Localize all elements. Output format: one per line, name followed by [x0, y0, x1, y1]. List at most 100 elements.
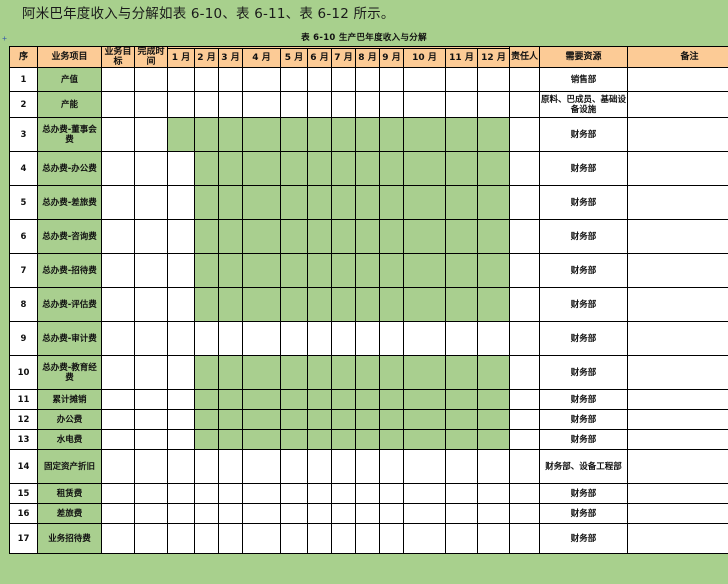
cell-resource[interactable]: 财务部	[539, 429, 628, 450]
cell-owner[interactable]	[509, 185, 540, 220]
cell-month-12[interactable]	[477, 185, 510, 220]
cell-month-2[interactable]	[194, 321, 219, 356]
cell-done-time[interactable]	[134, 409, 168, 430]
cell-month-8[interactable]	[355, 253, 380, 288]
cell-note[interactable]	[627, 483, 728, 504]
cell-month-8[interactable]	[355, 449, 380, 484]
cell-project[interactable]: 办公费	[37, 409, 102, 430]
cell-month-3[interactable]	[218, 287, 243, 322]
cell-goal[interactable]	[101, 287, 135, 322]
cell-month-9[interactable]	[379, 355, 404, 390]
cell-month-8[interactable]	[355, 117, 380, 152]
cell-goal[interactable]	[101, 389, 135, 410]
cell-month-11[interactable]	[445, 449, 478, 484]
cell-month-4[interactable]	[242, 91, 281, 118]
cell-month-5[interactable]	[280, 219, 308, 254]
cell-month-10[interactable]	[403, 503, 446, 524]
cell-month-7[interactable]	[331, 409, 356, 430]
cell-month-9[interactable]	[379, 523, 404, 554]
cell-owner[interactable]	[509, 67, 540, 92]
cell-month-11[interactable]	[445, 321, 478, 356]
cell-month-4[interactable]	[242, 483, 281, 504]
cell-month-12[interactable]	[477, 287, 510, 322]
cell-note[interactable]	[627, 219, 728, 254]
cell-resource[interactable]: 财务部、设备工程部	[539, 449, 628, 484]
cell-resource[interactable]: 财务部	[539, 287, 628, 322]
cell-project[interactable]: 总办费-办公费	[37, 151, 102, 186]
cell-month-11[interactable]	[445, 253, 478, 288]
cell-month-7[interactable]	[331, 91, 356, 118]
cell-done-time[interactable]	[134, 117, 168, 152]
cell-month-12[interactable]	[477, 117, 510, 152]
cell-month-11[interactable]	[445, 409, 478, 430]
cell-month-9[interactable]	[379, 253, 404, 288]
cell-note[interactable]	[627, 355, 728, 390]
cell-month-6[interactable]	[307, 503, 332, 524]
cell-project[interactable]: 总办费-招待费	[37, 253, 102, 288]
cell-project[interactable]: 产值	[37, 67, 102, 92]
cell-month-5[interactable]	[280, 151, 308, 186]
cell-month-2[interactable]	[194, 389, 219, 410]
cell-month-9[interactable]	[379, 287, 404, 322]
cell-month-6[interactable]	[307, 389, 332, 410]
cell-month-10[interactable]	[403, 429, 446, 450]
cell-month-5[interactable]	[280, 389, 308, 410]
cell-month-11[interactable]	[445, 219, 478, 254]
cell-goal[interactable]	[101, 151, 135, 186]
cell-month-1[interactable]	[167, 389, 195, 410]
cell-month-12[interactable]	[477, 355, 510, 390]
cell-done-time[interactable]	[134, 355, 168, 390]
cell-month-4[interactable]	[242, 253, 281, 288]
cell-month-2[interactable]	[194, 151, 219, 186]
cell-goal[interactable]	[101, 185, 135, 220]
cell-goal[interactable]	[101, 253, 135, 288]
cell-month-6[interactable]	[307, 321, 332, 356]
cell-month-8[interactable]	[355, 185, 380, 220]
cell-month-6[interactable]	[307, 91, 332, 118]
cell-month-9[interactable]	[379, 409, 404, 430]
cell-month-2[interactable]	[194, 185, 219, 220]
cell-goal[interactable]	[101, 117, 135, 152]
cell-month-3[interactable]	[218, 91, 243, 118]
cell-project[interactable]: 总办费-董事会费	[37, 117, 102, 152]
cell-month-11[interactable]	[445, 287, 478, 322]
cell-month-6[interactable]	[307, 67, 332, 92]
cell-month-10[interactable]	[403, 117, 446, 152]
cell-note[interactable]	[627, 449, 728, 484]
cell-month-11[interactable]	[445, 503, 478, 524]
cell-month-1[interactable]	[167, 503, 195, 524]
cell-month-6[interactable]	[307, 219, 332, 254]
cell-month-4[interactable]	[242, 287, 281, 322]
cell-goal[interactable]	[101, 449, 135, 484]
cell-month-4[interactable]	[242, 321, 281, 356]
cell-month-1[interactable]	[167, 429, 195, 450]
cell-resource[interactable]: 原料、巴成员、基础设备设施	[539, 91, 628, 118]
cell-done-time[interactable]	[134, 389, 168, 410]
cell-month-8[interactable]	[355, 321, 380, 356]
cell-month-4[interactable]	[242, 67, 281, 92]
cell-month-6[interactable]	[307, 355, 332, 390]
cell-month-10[interactable]	[403, 91, 446, 118]
cell-month-1[interactable]	[167, 287, 195, 322]
cell-month-1[interactable]	[167, 321, 195, 356]
cell-month-4[interactable]	[242, 503, 281, 524]
cell-resource[interactable]: 财务部	[539, 117, 628, 152]
cell-done-time[interactable]	[134, 449, 168, 484]
cell-month-10[interactable]	[403, 321, 446, 356]
cell-resource[interactable]: 财务部	[539, 483, 628, 504]
cell-month-8[interactable]	[355, 219, 380, 254]
cell-month-8[interactable]	[355, 503, 380, 524]
cell-month-11[interactable]	[445, 91, 478, 118]
cell-done-time[interactable]	[134, 287, 168, 322]
cell-month-7[interactable]	[331, 483, 356, 504]
cell-month-9[interactable]	[379, 151, 404, 186]
cell-month-1[interactable]	[167, 151, 195, 186]
cell-note[interactable]	[627, 409, 728, 430]
cell-month-9[interactable]	[379, 219, 404, 254]
cell-month-11[interactable]	[445, 355, 478, 390]
cell-note[interactable]	[627, 91, 728, 118]
cell-month-5[interactable]	[280, 503, 308, 524]
cell-month-1[interactable]	[167, 185, 195, 220]
cell-month-2[interactable]	[194, 355, 219, 390]
cell-note[interactable]	[627, 253, 728, 288]
